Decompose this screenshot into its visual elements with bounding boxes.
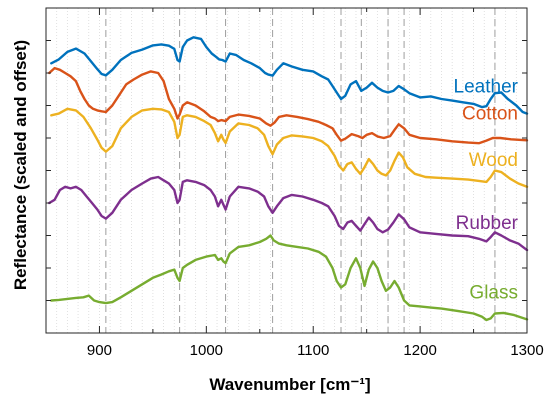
y-axis-title: Reflectance (scaled and offset) xyxy=(11,40,30,290)
series-label-rubber: Rubber xyxy=(456,213,519,234)
series-layer xyxy=(48,36,529,322)
series-label-leather: Leather xyxy=(454,77,519,98)
axes-layer: 900 1000 1100 1200 1300 xyxy=(45,7,544,359)
x-tick-label: 1200 xyxy=(403,342,436,359)
x-tick-label: 1100 xyxy=(297,342,329,359)
series-line-glass xyxy=(50,234,529,322)
plot-frame xyxy=(45,7,528,334)
x-tick-label: 1300 xyxy=(510,342,543,359)
x-tick-label: 1000 xyxy=(190,342,223,359)
series-line-leather xyxy=(50,36,529,115)
label-layer: Leather Cotton Wood Rubber Glass xyxy=(454,77,519,304)
series-label-cotton: Cotton xyxy=(462,103,518,124)
series-line-rubber xyxy=(48,175,529,252)
series-line-cotton xyxy=(48,66,529,145)
x-axis-title: Wavenumber [cm⁻¹] xyxy=(209,375,370,394)
x-tick-label: 900 xyxy=(87,342,112,359)
marker-line-layer xyxy=(105,8,496,333)
series-label-glass: Glass xyxy=(469,282,518,303)
series-label-wood: Wood xyxy=(469,150,518,171)
series-line-wood xyxy=(50,107,529,188)
grid-layer xyxy=(56,8,517,333)
